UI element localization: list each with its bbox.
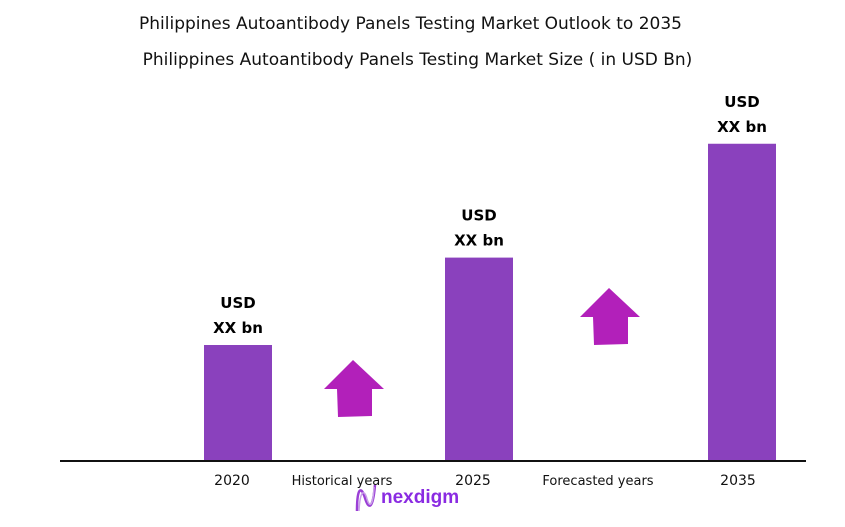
data-label-line1: USD <box>461 207 496 225</box>
chart-title: Philippines Autoantibody Panels Testing … <box>139 14 682 34</box>
growth-arrow-icon <box>324 360 384 417</box>
x-tick-label: 2020 <box>214 473 250 489</box>
bar-2025 <box>445 257 513 460</box>
data-label-line2: XX bn <box>213 319 263 337</box>
data-label-line2: XX bn <box>454 232 504 250</box>
nexdigm-logo: nexdigm <box>355 483 459 513</box>
bar-2035 <box>708 143 776 460</box>
period-label-forecasted: Forecasted years <box>542 474 653 489</box>
x-tick-label: 2025 <box>455 473 491 489</box>
growth-arrow-icon <box>580 288 640 345</box>
logo-wave-icon <box>355 484 377 512</box>
chart-subtitle: Philippines Autoantibody Panels Testing … <box>142 50 693 70</box>
data-label-line2: XX bn <box>717 118 767 136</box>
data-label-line1: USD <box>724 93 759 111</box>
data-label-line1: USD <box>220 294 255 312</box>
x-tick-label: 2035 <box>720 473 756 489</box>
period-label-historical: Historical years <box>292 474 393 489</box>
bar-2020 <box>204 345 272 460</box>
logo-text: nexdigm <box>381 487 460 508</box>
